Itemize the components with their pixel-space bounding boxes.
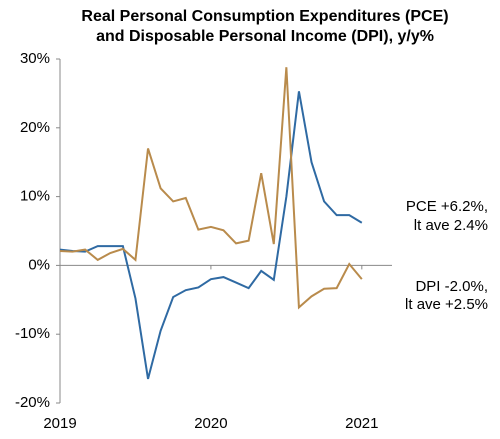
y-tick-label: 0% bbox=[28, 256, 50, 273]
y-tick-label: 20% bbox=[20, 119, 50, 136]
annotation: lt ave +2.5% bbox=[405, 296, 488, 313]
x-tick-label: 2019 bbox=[43, 415, 76, 432]
y-tick-label: -10% bbox=[15, 325, 50, 342]
series-line bbox=[59, 67, 363, 310]
chart-title: Real Personal Consumption Expenditures (… bbox=[81, 8, 448, 25]
chart-title: and Disposable Personal Income (DPI), y/… bbox=[96, 28, 434, 45]
x-tick-label: 2020 bbox=[194, 415, 227, 432]
annotation: PCE +6.2%, bbox=[406, 198, 488, 215]
annotation: lt ave 2.4% bbox=[414, 217, 488, 234]
y-tick-label: 10% bbox=[20, 188, 50, 205]
x-tick-label: 2021 bbox=[345, 415, 378, 432]
annotation: DPI -2.0%, bbox=[415, 278, 488, 295]
y-tick-label: -20% bbox=[15, 394, 50, 411]
y-tick-label: 30% bbox=[20, 50, 50, 67]
series-line bbox=[59, 91, 363, 380]
